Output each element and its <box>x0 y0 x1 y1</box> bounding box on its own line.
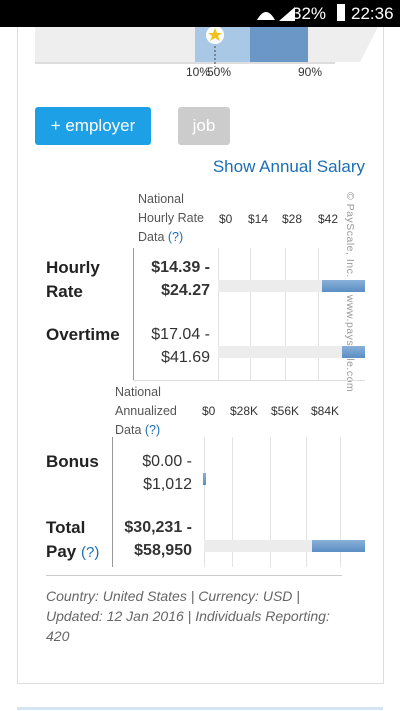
hourly-header: National Hourly Rate Data (?) <box>138 190 216 247</box>
divider <box>133 380 365 381</box>
axis-tick: $28 <box>282 212 303 226</box>
battery: 32% <box>292 4 327 23</box>
percentile-label: 10% <box>186 65 211 79</box>
row-label: Overtime <box>46 325 120 344</box>
percentile-label: 90% <box>298 65 323 79</box>
grid-line <box>318 248 319 380</box>
grid-line <box>250 248 251 380</box>
grid-line <box>204 437 205 567</box>
axis-tick: $42 <box>318 212 339 226</box>
clock: 22:36 <box>351 4 394 23</box>
grid-line <box>285 248 286 380</box>
row-label: Total Pay (?) <box>46 516 116 565</box>
grid-line <box>270 437 271 567</box>
watermark-text: www.payscale.com <box>344 294 356 393</box>
axis-tick: $0 <box>202 404 216 418</box>
status-icons <box>257 7 295 21</box>
add-job-button[interactable]: job <box>178 107 230 145</box>
range-bar-base <box>218 280 322 292</box>
row-range: $0.00 - $1,012 <box>142 453 192 493</box>
row-label: Bonus <box>46 452 99 471</box>
help-link[interactable]: (?) <box>144 423 161 437</box>
percentile-chart <box>35 27 378 67</box>
help-link[interactable]: (?) <box>80 544 100 561</box>
watermark: © PayScale, Inc. www.payscale.com <box>344 192 356 392</box>
axis-tick: $84K <box>311 404 340 418</box>
grid-line <box>306 437 307 567</box>
row-range: $17.04 - $41.69 <box>151 326 210 366</box>
axis-tick: $0 <box>219 212 233 226</box>
divider <box>112 437 113 567</box>
watermark-text: © PayScale, Inc. <box>344 192 356 278</box>
axis-tick: $14 <box>248 212 269 226</box>
axis-tick: $56K <box>271 404 300 418</box>
header-text: National Annualized Data <box>115 385 177 437</box>
row-range: $14.39 - $24.27 <box>151 259 210 299</box>
grid-line <box>340 437 341 567</box>
range-bar <box>203 473 206 485</box>
range-bar <box>322 280 365 292</box>
battery-icon <box>337 4 345 21</box>
header-text: National Hourly Rate Data <box>138 192 204 244</box>
row-label: Hourly Rate <box>46 258 100 301</box>
card <box>17 27 384 684</box>
percentile-label: 50% <box>207 65 232 79</box>
footer-note: Country: United States | Currency: USD |… <box>46 588 330 644</box>
divider <box>46 575 342 576</box>
divider <box>133 248 134 380</box>
help-link[interactable]: (?) <box>167 230 184 244</box>
status-bar <box>0 0 400 27</box>
range-bar <box>312 540 365 552</box>
range-bar-base <box>204 540 312 552</box>
row-range: $30,231 - $58,950 <box>124 519 192 559</box>
grid-line <box>232 437 233 567</box>
add-employer-button[interactable]: + employer <box>35 107 151 145</box>
label-text: Total Pay <box>46 518 86 561</box>
grid-line <box>218 248 219 380</box>
range-bar <box>342 346 365 358</box>
show-annual-link[interactable]: Show Annual Salary <box>212 157 365 176</box>
next-card <box>17 707 383 710</box>
range-bar-base <box>218 346 342 358</box>
annual-header: National Annualized Data (?) <box>115 383 195 440</box>
axis-tick: $28K <box>230 404 259 418</box>
